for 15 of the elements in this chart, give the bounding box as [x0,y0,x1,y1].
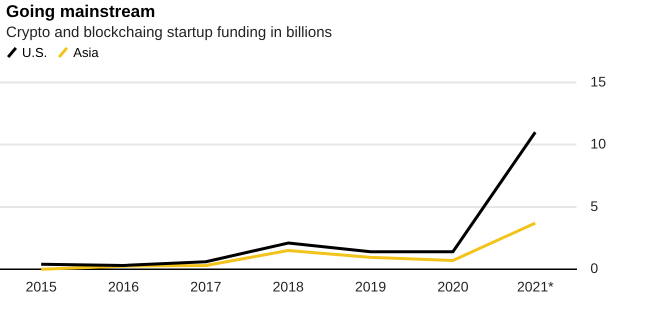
x-tick-label: 2018 [272,278,304,294]
x-tick-label: 2019 [354,278,386,294]
chart-subtitle: Crypto and blockchaing startup funding in billions [6,24,334,41]
y-tick-label: 0 [590,260,598,276]
x-tick-label: 2017 [190,278,222,294]
x-tick-label: 2020 [437,278,469,294]
x-tick-label: 2015 [26,278,57,294]
y-tick-label: 15 [590,73,606,90]
chart-title: Going mainstream [6,2,156,22]
x-tick-label: 2021* [516,278,554,294]
legend-label: Asia [73,45,99,60]
y-tick-label: 10 [590,136,606,152]
y-tick-label: 5 [590,198,598,214]
x-tick-label: 2016 [108,278,140,294]
legend-label: U.S. [22,45,48,60]
